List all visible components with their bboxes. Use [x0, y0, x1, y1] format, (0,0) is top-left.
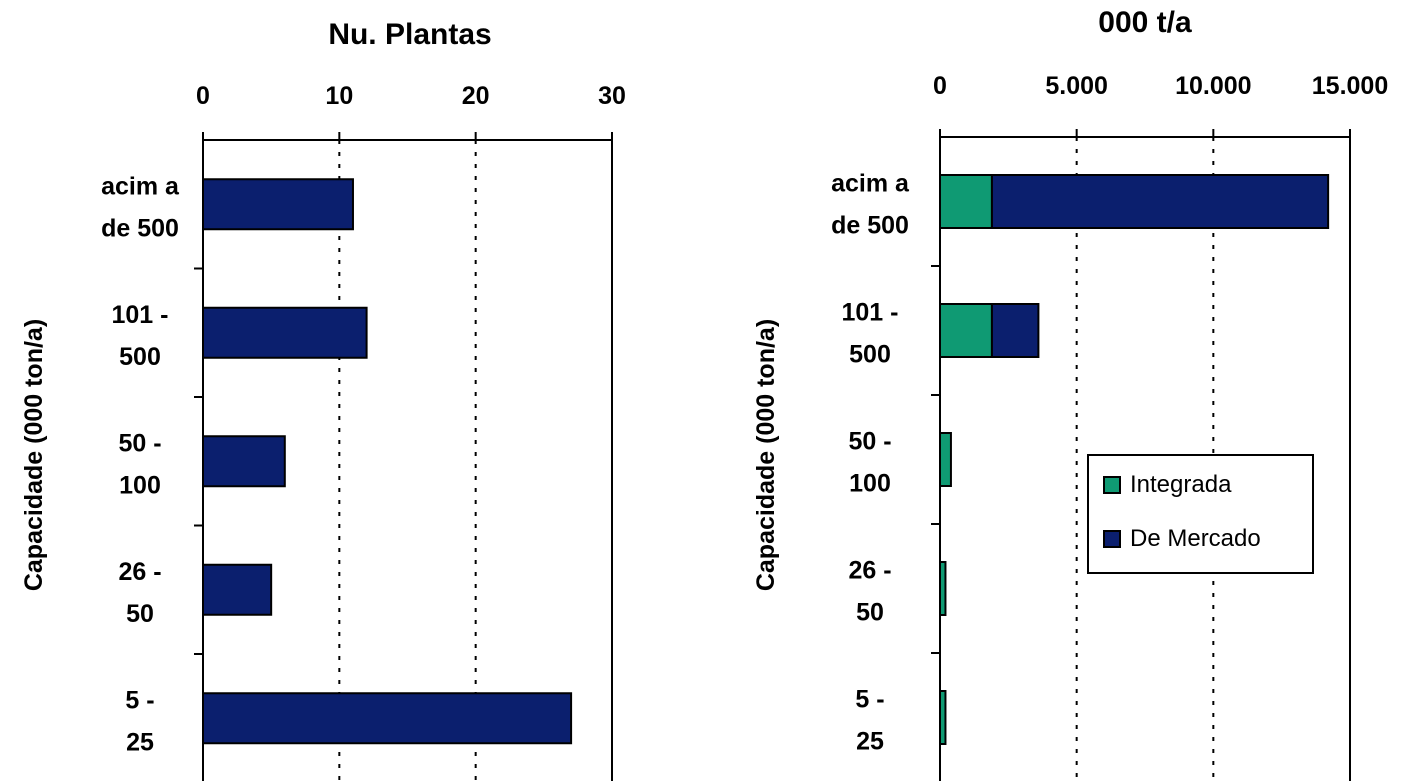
- bar: [939, 303, 993, 358]
- bar: [939, 432, 952, 487]
- bar: [202, 692, 573, 745]
- category-label: 25: [126, 728, 154, 756]
- category-label: 5 -: [855, 686, 884, 714]
- x-tick-label: 0: [933, 72, 947, 100]
- category-label: 25: [856, 728, 884, 756]
- legend-box: [1087, 454, 1314, 574]
- category-label: 101 -: [112, 301, 169, 329]
- category-label: 500: [849, 341, 891, 369]
- category-label: 5 -: [125, 686, 154, 714]
- x-tick-label: 20: [462, 82, 490, 110]
- legend-swatch: [1103, 476, 1121, 494]
- category-label: 100: [119, 471, 161, 499]
- bar: [939, 690, 947, 745]
- category-label: de 500: [831, 212, 909, 240]
- legend-label: De Mercado: [1130, 525, 1261, 552]
- category-label: 100: [849, 470, 891, 498]
- legend-label: Integrada: [1130, 471, 1232, 498]
- category-label: 500: [119, 343, 161, 371]
- category-label: 50 -: [848, 428, 891, 456]
- bar: [202, 178, 354, 231]
- bar: [939, 174, 993, 229]
- category-label: de 500: [101, 214, 179, 242]
- category-label: 50: [126, 600, 154, 628]
- x-tick-label: 5.000: [1045, 72, 1108, 100]
- x-tick-label: 0: [196, 82, 210, 110]
- category-label: 50: [856, 599, 884, 627]
- x-tick-label: 15.000: [1312, 72, 1388, 100]
- x-tick-label: 10: [325, 82, 353, 110]
- chart-title: Nu. Plantas: [328, 18, 491, 51]
- category-label: 26 -: [118, 558, 161, 586]
- legend-swatch: [1103, 530, 1121, 548]
- x-tick-label: 10.000: [1175, 72, 1251, 100]
- y-axis-label: Capacidade (000 ton/a): [20, 319, 48, 591]
- category-label: 50 -: [118, 429, 161, 457]
- bar: [939, 561, 947, 616]
- x-tick-label: 30: [598, 82, 626, 110]
- category-label: 26 -: [848, 557, 891, 585]
- chart-plant-count: Nu. Plantas Capacidade (000 ton/a) 0 10 20…: [20, 18, 626, 781]
- y-axis-label: Capacidade (000 ton/a): [752, 319, 780, 591]
- bar: [990, 174, 1330, 229]
- chart-title: 000 t/a: [1098, 6, 1192, 39]
- bar: [202, 435, 286, 488]
- category-label: acim a: [831, 170, 910, 198]
- bar: [202, 306, 368, 359]
- bar: [990, 303, 1040, 358]
- chart-capacity: 000 t/a Capacidade (000 ton/a) 0 5.000 10.…: [752, 6, 1388, 781]
- category-label: acim a: [101, 172, 180, 200]
- category-label: 101 -: [842, 299, 899, 327]
- bar: [202, 563, 273, 616]
